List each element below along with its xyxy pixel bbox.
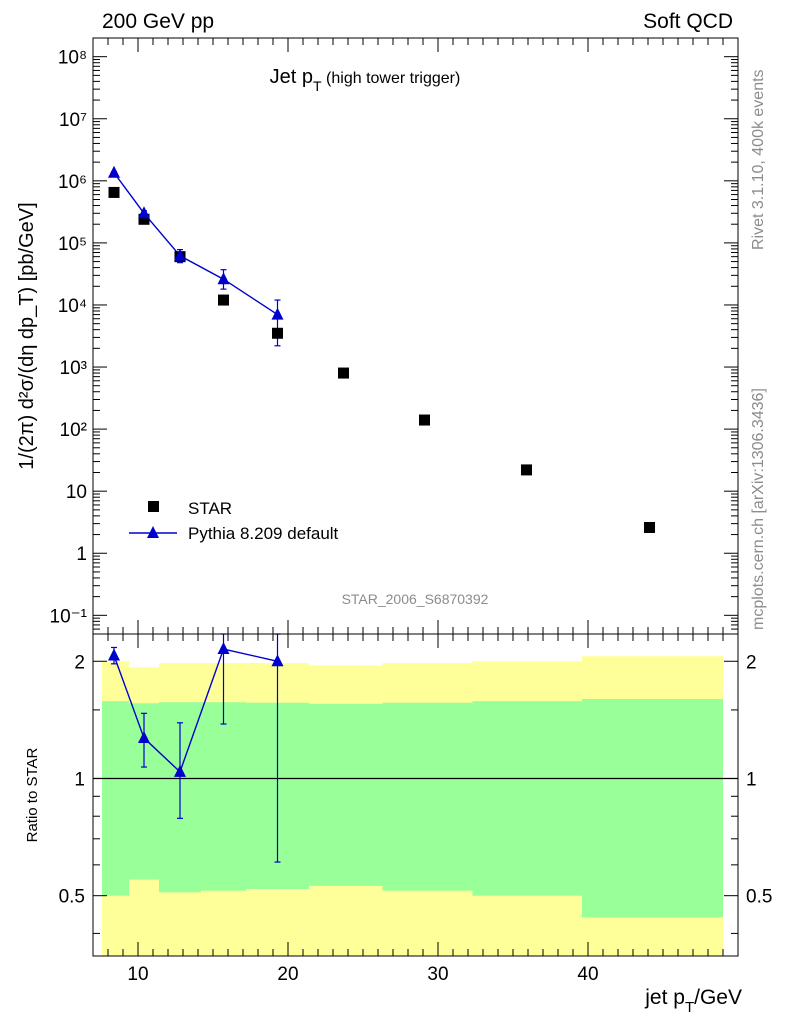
x-tick-label: 30 <box>427 964 448 985</box>
inner-uncertainty-band <box>382 702 473 891</box>
star-data-point <box>644 521 655 533</box>
ratio-frame <box>92 633 739 957</box>
main-frame <box>92 37 739 635</box>
ratio-data-point <box>217 642 230 655</box>
star-data-point <box>108 186 120 198</box>
x-axis-label: jet pT/GeV <box>644 986 742 1016</box>
x-tick-label: 10 <box>127 964 148 985</box>
pythia-data-point <box>108 165 120 178</box>
ratio-y-tick-label-right: 0.5 <box>746 887 772 908</box>
inner-uncertainty-band <box>201 702 246 891</box>
pythia-data-point <box>271 307 284 320</box>
mcplots-label: mcplots.cern.ch [arXiv:1306.3436] <box>750 388 767 630</box>
y-tick-label: 10³ <box>60 358 87 379</box>
x-tick-label: 40 <box>577 964 598 985</box>
y-tick-label: 10⁸ <box>58 48 87 69</box>
pythia-line <box>113 172 278 316</box>
legend-pythia-marker <box>147 526 159 538</box>
ratio-panel: 0.5 0.5 1 1 2 2 10 20 30 40 Ratio to STAR jet pT/… <box>24 633 772 1016</box>
star-data-point <box>138 213 150 225</box>
process-label: Soft QCD <box>643 10 733 33</box>
ratio-data-point <box>271 654 284 667</box>
x-tick-label: 20 <box>277 964 298 985</box>
main-y-axis-label: 1/(2π) d²σ/(dη dp_T) [pb/GeV] <box>16 202 38 469</box>
main-title: Jet pT (high tower trigger) <box>270 66 461 94</box>
y-tick-label: 10⁻¹ <box>50 606 88 627</box>
y-tick-label: 10⁴ <box>58 296 87 317</box>
ratio-data-point <box>108 648 120 661</box>
y-tick-label: 1 <box>76 544 87 565</box>
legend-star-label: STAR <box>188 499 232 518</box>
main-panel: 10⁻¹ 1 10 10² 10³ 10⁴ 10⁵ 10⁶ 10⁷ 10⁸ Jet pT (hig… <box>16 37 739 635</box>
collision-label: 200 GeV pp <box>102 10 214 33</box>
star-data-point <box>521 464 532 476</box>
inner-uncertainty-band <box>472 701 582 896</box>
pythia-data-point <box>138 206 150 219</box>
ratio-y-axis-label: Ratio to STAR <box>24 747 41 842</box>
y-tick-label: 10² <box>60 420 87 441</box>
ratio-y-tick-label: 2 <box>74 652 85 673</box>
ratio-y-tick-label-right: 1 <box>746 769 757 790</box>
legend: STAR Pythia 8.209 default <box>129 499 339 543</box>
inner-uncertainty-band <box>582 699 723 918</box>
pythia-data-point <box>217 272 230 285</box>
y-tick-label: 10⁶ <box>58 172 87 193</box>
y-tick-label: 10⁵ <box>58 234 87 255</box>
ratio-data-point <box>174 764 186 777</box>
star-data-point <box>419 414 430 426</box>
legend-star-marker <box>148 501 159 512</box>
analysis-watermark: STAR_2006_S6870392 <box>342 591 489 607</box>
ratio-y-tick-label: 0.5 <box>59 887 85 908</box>
rivet-label: Rivet 3.1.10, 400k events <box>750 69 767 250</box>
ratio-data-point <box>138 731 150 744</box>
star-data-point <box>272 327 283 339</box>
legend-pythia-label: Pythia 8.209 default <box>188 524 339 543</box>
star-data-point <box>338 367 349 379</box>
ratio-y-tick-label-right: 2 <box>746 652 757 673</box>
inner-uncertainty-band <box>102 701 129 896</box>
pythia-data-point <box>174 248 186 261</box>
inner-uncertainty-band <box>309 703 383 886</box>
y-tick-label: 10⁷ <box>59 110 87 131</box>
ratio-y-tick-label: 1 <box>74 769 85 790</box>
star-data-point <box>218 294 229 306</box>
y-tick-label: 10 <box>66 482 87 503</box>
